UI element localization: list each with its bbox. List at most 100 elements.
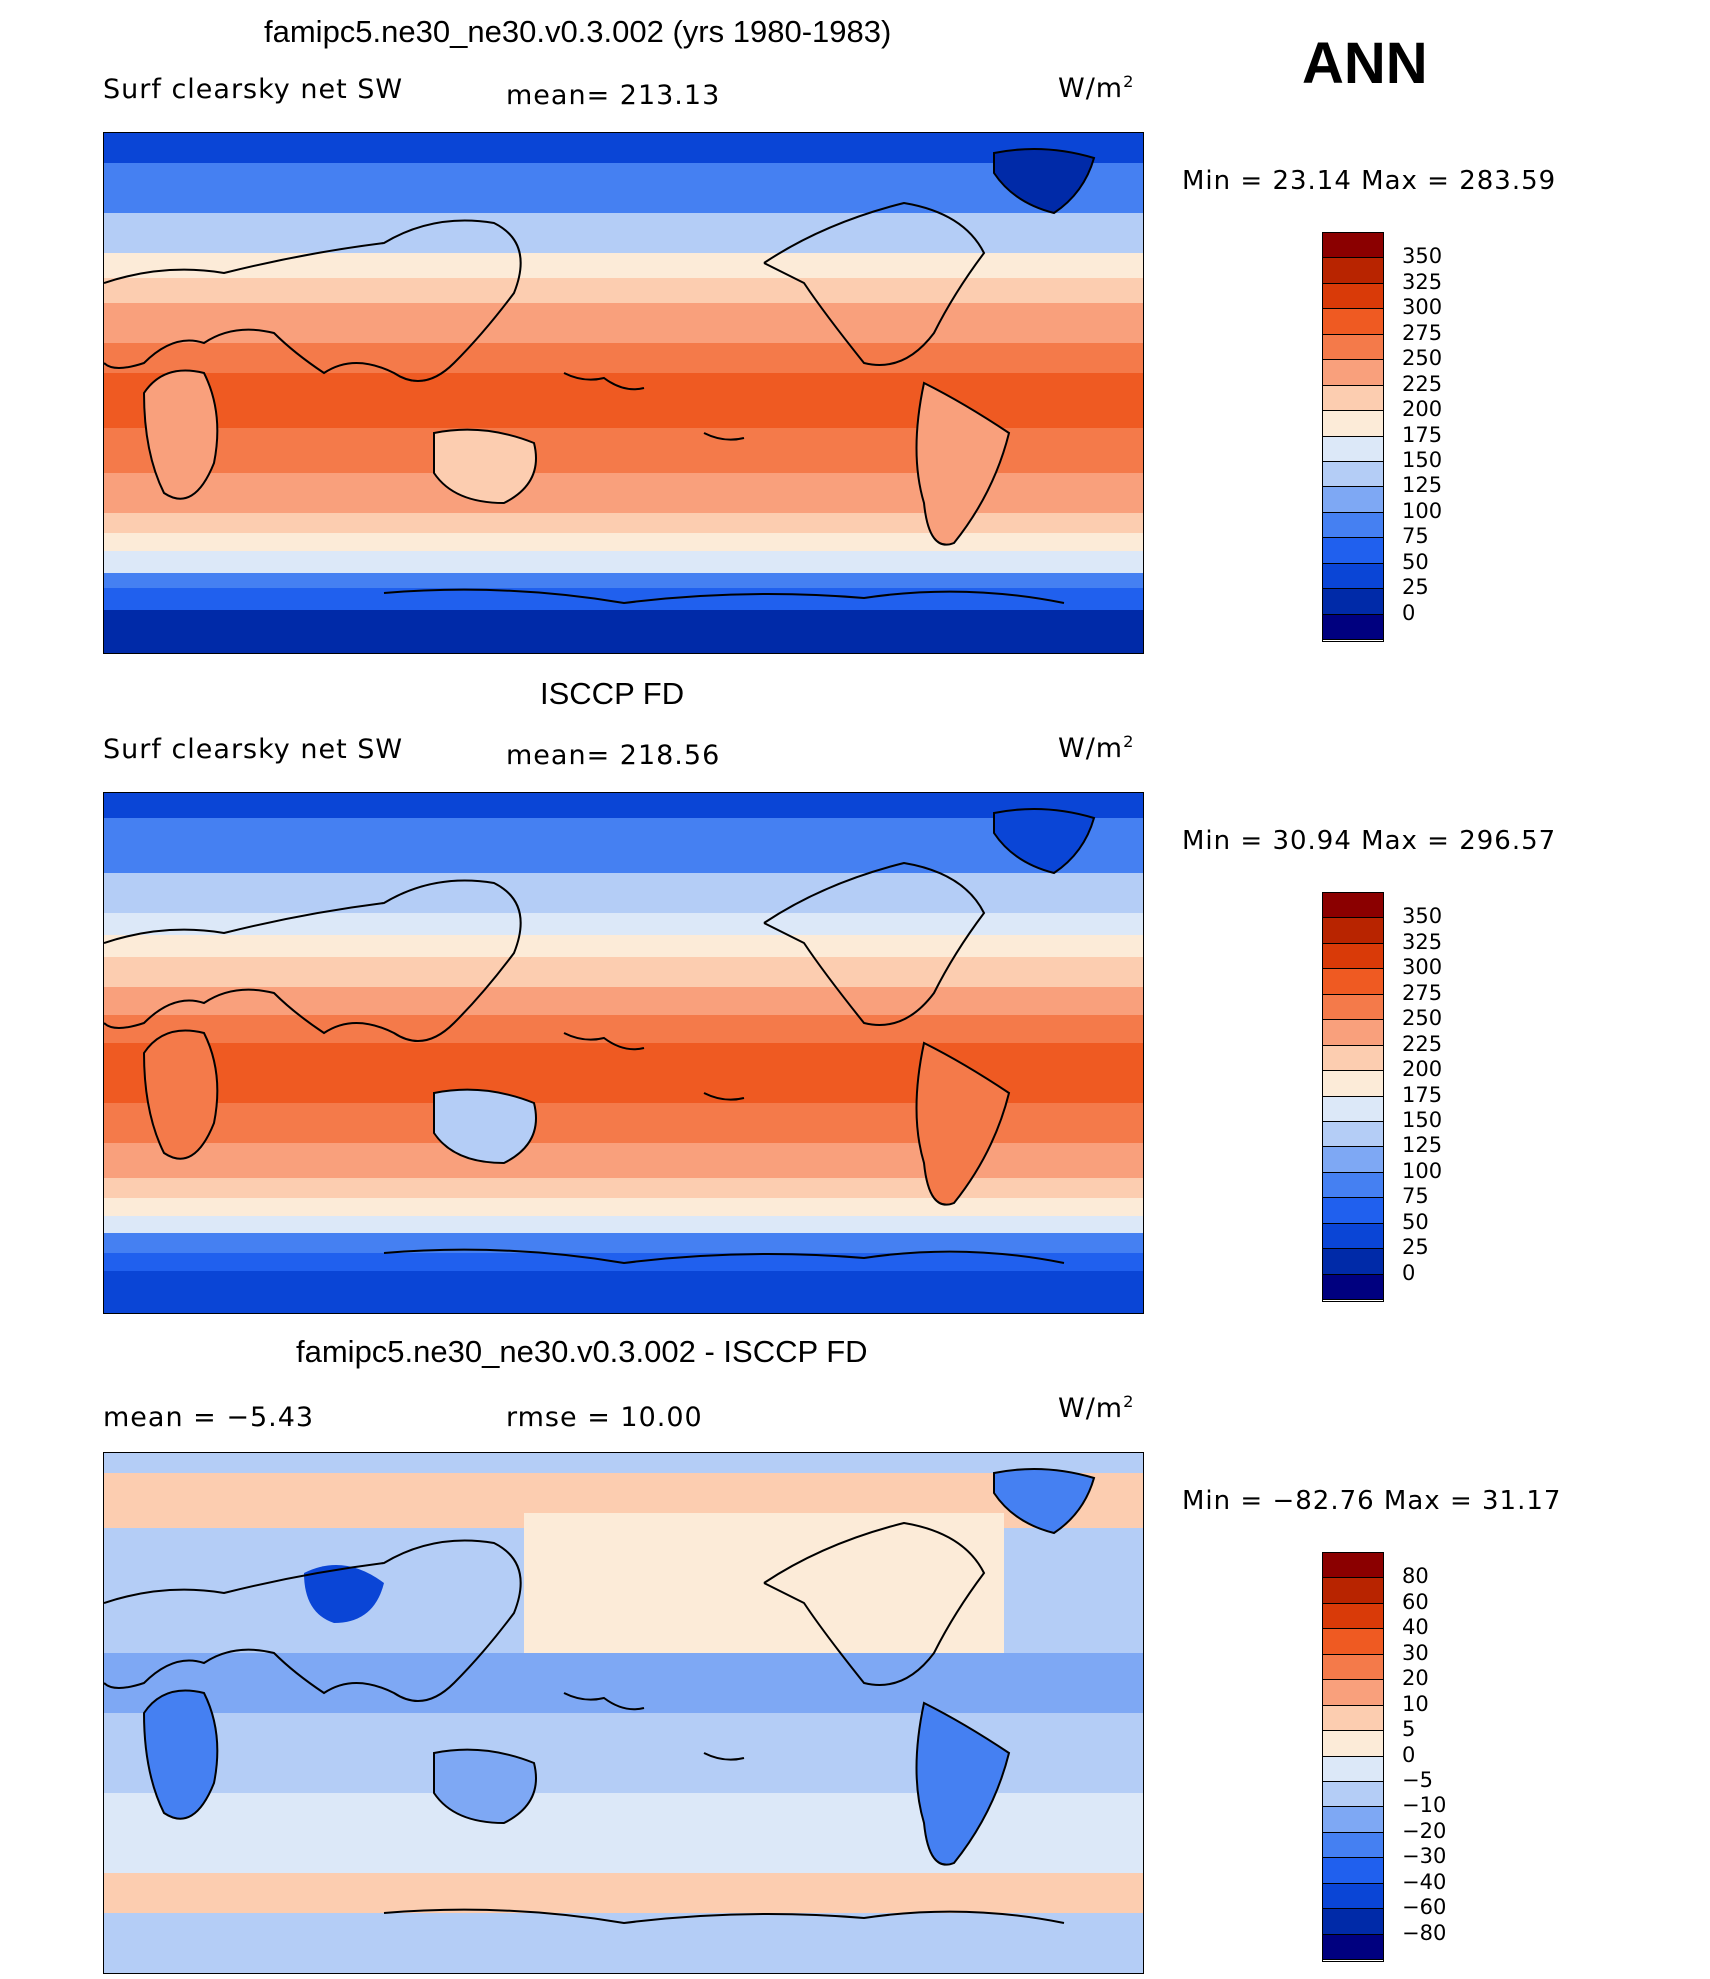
colorbar-segment	[1323, 1020, 1383, 1046]
colorbar-tick-label: 50	[1402, 549, 1429, 574]
band	[104, 163, 1143, 213]
colorbar-segment	[1323, 1172, 1383, 1199]
south-america-land	[916, 1703, 1009, 1865]
colorbar-tick-label: 30	[1402, 1640, 1429, 1665]
band	[104, 987, 1143, 1015]
colorbar-segment	[1323, 1858, 1383, 1884]
south-america-land	[916, 383, 1009, 545]
colorbar-tick-label: 40	[1402, 1615, 1429, 1640]
colorbar-segment	[1323, 1045, 1383, 1072]
colorbar-segment	[1323, 589, 1383, 615]
colorbar-tick-label: 175	[1402, 422, 1443, 447]
colorbar-segment	[1323, 258, 1383, 284]
colorbar-tick-label: 150	[1402, 1107, 1443, 1132]
south-america-land	[916, 1043, 1009, 1205]
colorbar-segment	[1323, 1883, 1383, 1910]
band	[104, 513, 1143, 533]
panel-3-title: famipc5.ne30_ne30.v0.3.002 - ISCCP FD	[296, 1334, 868, 1369]
colorbar-segment	[1323, 1603, 1383, 1630]
panel-1-min-max: Min = 23.14 Max = 283.59	[1182, 166, 1557, 196]
panel-2-map	[103, 792, 1144, 1314]
colorbar-segment	[1323, 918, 1383, 944]
colorbar-tick-label: 20	[1402, 1666, 1429, 1691]
band	[104, 343, 1143, 373]
colorbar-segment	[1323, 1654, 1383, 1681]
colorbar-segment	[1323, 1909, 1383, 1935]
colorbar-segment	[1323, 1781, 1383, 1808]
panel-3-colorbar	[1322, 1552, 1384, 1962]
panel-1-units: W/m2	[1058, 72, 1135, 104]
coastlines	[104, 148, 1096, 605]
colorbar-tick-label: 75	[1402, 524, 1429, 549]
colorbar-segment	[1323, 461, 1383, 488]
panel-1-map	[103, 132, 1144, 654]
colorbar-segment	[1323, 994, 1383, 1021]
colorbar-tick-label: 0	[1402, 600, 1416, 625]
colorbar-tick-label: 125	[1402, 473, 1443, 498]
band	[104, 913, 1143, 935]
band	[104, 935, 1143, 957]
colorbar-tick-label: 125	[1402, 1133, 1443, 1158]
panel-1-title: famipc5.ne30_ne30.v0.3.002 (yrs 1980-198…	[264, 14, 892, 49]
colorbar-segment	[1323, 283, 1383, 310]
colorbar-tick-label: 75	[1402, 1184, 1429, 1209]
band	[104, 793, 1143, 818]
colorbar-tick-label: 80	[1402, 1564, 1429, 1589]
colorbar-segment	[1323, 1223, 1383, 1250]
panel-2-title: ISCCP FD	[540, 676, 685, 711]
colorbar-segment	[1323, 512, 1383, 539]
africa-land	[144, 1030, 218, 1159]
colorbar-tick-label: 250	[1402, 1006, 1443, 1031]
australia-land	[434, 1749, 536, 1823]
colorbar-segment	[1323, 563, 1383, 590]
panel-2-map-svg	[104, 793, 1143, 1313]
colorbar-segment	[1323, 1934, 1383, 1960]
colorbar-segment	[1323, 969, 1383, 995]
africa-land	[144, 1690, 218, 1819]
band	[104, 588, 1143, 610]
band	[104, 818, 1143, 873]
colorbar-segment	[1323, 1705, 1383, 1732]
band	[104, 533, 1143, 551]
colorbar-tick-label: 0	[1402, 1742, 1416, 1767]
colorbar-segment	[1323, 614, 1383, 640]
band	[104, 551, 1143, 573]
colorbar-tick-label: 25	[1402, 1235, 1429, 1260]
panel-2-colorbar	[1322, 892, 1384, 1302]
band	[104, 303, 1143, 343]
season-label: ANN	[1302, 31, 1428, 96]
panel-1-mean-label: mean= 213.13	[506, 80, 721, 111]
colorbar-segment	[1323, 1680, 1383, 1706]
colorbar-segment	[1323, 1756, 1383, 1782]
colorbar-tick-label: 175	[1402, 1082, 1443, 1107]
colorbar-tick-label: 275	[1402, 980, 1443, 1005]
colorbar-tick-label: 325	[1402, 269, 1443, 294]
colorbar-tick-label: 350	[1402, 904, 1443, 929]
africa-land	[144, 370, 218, 499]
panel-3-mean-label: mean = −5.43	[103, 1402, 315, 1433]
panel-2-units: W/m2	[1058, 732, 1135, 764]
colorbar-tick-label: −10	[1402, 1793, 1447, 1818]
panel-1-map-svg	[104, 133, 1143, 653]
colorbar-tick-label: 10	[1402, 1691, 1429, 1716]
colorbar-tick-label: 200	[1402, 1057, 1443, 1082]
colorbar-tick-label: −40	[1402, 1869, 1447, 1894]
colorbar-tick-label: 150	[1402, 447, 1443, 472]
colorbar-tick-label: −20	[1402, 1818, 1447, 1843]
colorbar-segment	[1323, 1198, 1383, 1224]
colorbar-segment	[1323, 1274, 1383, 1300]
australia-land	[434, 429, 536, 503]
panel-3-rmse-label: rmse = 10.00	[506, 1402, 703, 1433]
colorbar-tick-label: 225	[1402, 1031, 1443, 1056]
colorbar-segment	[1323, 1731, 1383, 1757]
colorbar-tick-label: 300	[1402, 955, 1443, 980]
panel-2-mean-label: mean= 218.56	[506, 740, 721, 771]
colorbar-tick-label: 100	[1402, 1158, 1443, 1183]
colorbar-tick-label: 60	[1402, 1589, 1429, 1614]
band	[104, 1653, 1143, 1713]
colorbar-tick-label: 350	[1402, 244, 1443, 269]
panel-2-variable-label: Surf clearsky net SW	[103, 734, 404, 765]
panel-2-min-max: Min = 30.94 Max = 296.57	[1182, 826, 1557, 856]
band	[104, 213, 1143, 253]
colorbar-segment	[1323, 360, 1383, 386]
